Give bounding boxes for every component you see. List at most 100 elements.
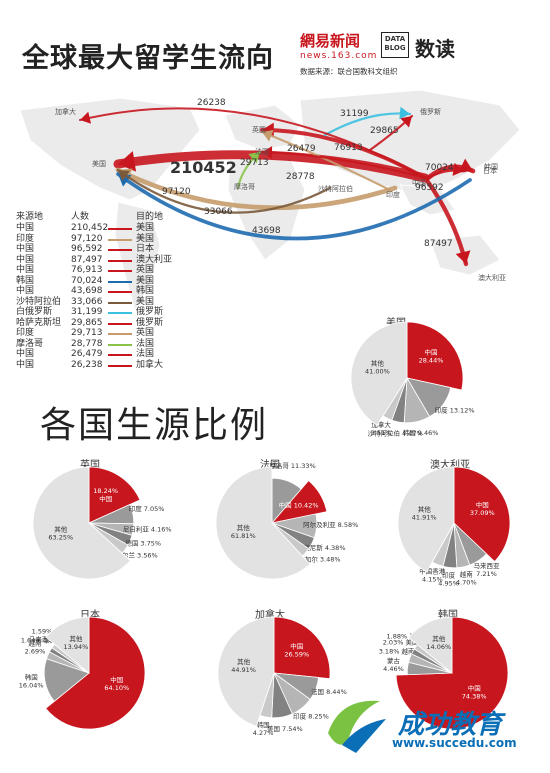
legend-from: 白俄罗斯	[16, 307, 53, 317]
legend-from: 中国	[16, 254, 35, 265]
legend-row: 中国 76,913 英国	[16, 265, 181, 276]
place-label: 日本	[483, 166, 497, 175]
pie-slice-label: 印度 4.95%	[438, 571, 459, 588]
watermark-name: 成功教育	[398, 710, 503, 740]
pie-slice-label: 2.03% 美国	[383, 638, 419, 647]
legend-row: 摩洛哥 28,778 法国	[16, 339, 181, 350]
watermark-url: www.succedu.com	[392, 736, 517, 750]
legend-count: 29,713	[71, 328, 103, 338]
legend-header-cell: 来源地	[16, 212, 44, 222]
legend-to: 美国	[136, 223, 155, 233]
legend-header-cell: 目的地	[136, 212, 164, 222]
legend-count: 33,066	[71, 296, 103, 307]
legend-arrow	[108, 291, 132, 293]
flow-value-label: 96592	[415, 183, 444, 193]
flow-value-label: 28778	[286, 172, 315, 182]
legend-to: 美国	[136, 275, 155, 286]
legend-from: 中国	[16, 244, 35, 254]
flow-value-label: 29865	[370, 126, 399, 136]
flow-value-label: 76913	[334, 143, 363, 153]
legend-count: 29,865	[71, 317, 103, 328]
legend-arrow	[108, 228, 132, 230]
legend-arrow	[108, 301, 132, 304]
flow-arrowhead	[80, 111, 92, 124]
legend-row: 印度 97,120 美国	[16, 234, 181, 245]
legend-to: 法国	[136, 349, 155, 359]
pie-slice	[45, 616, 90, 674]
legend-count: 26,238	[71, 359, 103, 370]
pie-slice	[350, 321, 408, 426]
legend-row: 中国 26,238 加拿大	[16, 360, 181, 371]
data-blog-title: 数读	[415, 37, 455, 61]
pie-slice-label: 其他 13.94%	[64, 634, 89, 651]
legend-arrow	[108, 270, 132, 272]
legend-to: 英国	[136, 328, 155, 338]
pie-slice-label: 其他 61.81%	[231, 523, 256, 540]
flow-arrow	[116, 172, 472, 241]
flow-legend: 来源地 人数 目的地 中国 210,452 美国 印度 97,120 美国 中国 96,592 日本中…	[0, 212, 180, 377]
flow-arrowhead	[400, 116, 412, 128]
pie-slice-label: 1.64% 泰国	[21, 636, 57, 645]
legend-row: 中国 43,698 韩国	[16, 286, 181, 297]
pie-slice-label: 德国 3.75%	[125, 539, 161, 548]
pie-slice-label: 1.88% 日本	[387, 631, 423, 640]
legend-row: 中国 87,497 澳大利亚	[16, 255, 181, 266]
pie-slice	[273, 616, 331, 680]
legend-to: 日本	[136, 244, 155, 254]
legend-count: 43,698	[71, 286, 103, 296]
legend-row: 沙特阿拉伯 33,066 美国	[16, 297, 181, 308]
legend-count: 31,199	[71, 307, 103, 317]
legend-row: 哈萨克斯坦 29,865 俄罗斯	[16, 318, 181, 329]
pie-slice-label: 越南 2.69%	[25, 639, 46, 656]
pie-slice-label: 中国 37.09%	[470, 500, 495, 517]
place-label: 美国	[92, 159, 106, 168]
legend-arrow	[108, 343, 132, 346]
flow-value-label: 26479	[287, 144, 316, 154]
pie-slice	[88, 466, 141, 524]
legend-from: 中国	[16, 359, 35, 370]
pie-slice-label: 塞内加尔 3.48%	[292, 555, 341, 564]
pie-slice-label: 中国 26.59%	[284, 641, 309, 658]
pie-slice-label: 印度 8.25%	[293, 712, 329, 721]
section-title: 各国生源比例	[40, 405, 269, 446]
pie-slice	[217, 616, 275, 727]
legend-to: 法国	[136, 338, 155, 349]
flow-arrowhead	[455, 250, 471, 264]
legend-count: 76,913	[71, 265, 103, 275]
flow-value-label: 87497	[424, 239, 453, 249]
flow-arrowhead	[458, 158, 473, 173]
pie-slice-label: 加拿大 3.51%	[371, 420, 392, 437]
place-label: 加拿大	[55, 107, 76, 116]
legend-arrow	[108, 333, 132, 335]
legend-row: 印度 29,713 英国	[16, 328, 181, 339]
legend-header-cell: 人数	[71, 212, 90, 222]
flow-arrowhead	[248, 152, 260, 164]
pie-slice-label: 中国 28.44%	[419, 348, 444, 365]
succedu-logo-icon	[328, 700, 386, 753]
pie-slice-label: 马来西亚 7.21%	[474, 562, 501, 578]
pie-slice	[215, 466, 311, 580]
pie-slice-label: 其他 63.25%	[48, 524, 73, 541]
pie-slice-label: 其他 41.91%	[412, 504, 437, 521]
legend-row: 中国 210,452 美国	[16, 223, 181, 234]
legend-row: 白俄罗斯 31,199 俄罗斯	[16, 307, 181, 318]
legend-from: 沙特阿拉伯	[16, 296, 62, 307]
legend-from: 摩洛哥	[16, 338, 44, 349]
legend-to: 英国	[136, 265, 155, 275]
country-pie-charts: 美国中国28.44%印度 13.12%韩国 9.46%沙特阿拉伯 4.47%加拿…	[19, 316, 511, 737]
flow-value-label: 31199	[340, 109, 369, 119]
flow-value-label: 210452	[170, 158, 237, 177]
place-label: 俄罗斯	[420, 107, 441, 116]
pie-slice-label: 爱尔兰 3.56%	[115, 551, 157, 560]
pie-slice-label: 美国 7.54%	[267, 724, 303, 733]
legend-from: 中国	[16, 223, 35, 233]
brand-netease: 網易新闻	[300, 32, 361, 50]
legend-to: 美国	[136, 296, 155, 307]
flow-value-label: 70024	[425, 163, 454, 173]
flow-value-label: 97120	[162, 187, 191, 197]
